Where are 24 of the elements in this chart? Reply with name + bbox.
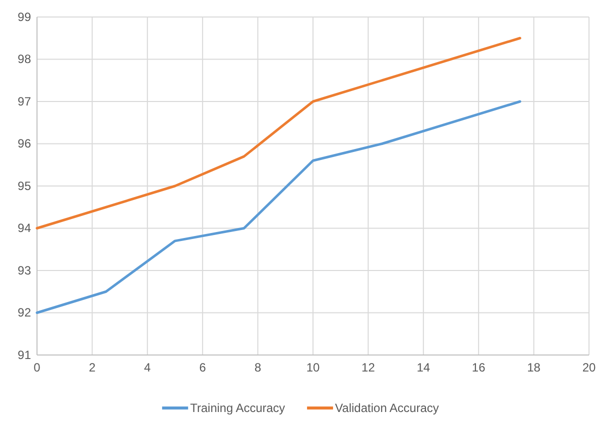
x-tick-label: 14 bbox=[416, 360, 430, 375]
x-tick-label: 12 bbox=[362, 360, 376, 375]
x-tick-label: 0 bbox=[34, 360, 41, 375]
line-series bbox=[36, 100, 522, 314]
legend-label: Training Accuracy bbox=[190, 401, 286, 415]
y-tick-label: 96 bbox=[18, 136, 32, 151]
y-tick-label: 94 bbox=[18, 221, 32, 236]
x-tick-label: 18 bbox=[527, 360, 541, 375]
x-tick-label: 4 bbox=[144, 360, 152, 375]
x-tick-label: 16 bbox=[472, 360, 486, 375]
x-tick-label: 6 bbox=[199, 360, 206, 375]
x-tick-label: 8 bbox=[254, 360, 262, 375]
legend-label: Validation Accuracy bbox=[335, 401, 439, 415]
y-tick-label: 97 bbox=[18, 94, 32, 108]
y-tick-label: 93 bbox=[18, 263, 32, 278]
y-tick-label: 98 bbox=[18, 52, 32, 66]
y-tick-label: 92 bbox=[18, 306, 32, 320]
x-tick-label: 10 bbox=[306, 360, 320, 375]
y-tick-label: 95 bbox=[18, 178, 32, 193]
x-tick-label: 20 bbox=[582, 360, 596, 375]
y-tick-label: 91 bbox=[18, 348, 32, 362]
line-series bbox=[36, 36, 522, 230]
x-tick-label: 2 bbox=[88, 360, 96, 375]
y-tick-label: 99 bbox=[18, 10, 32, 24]
